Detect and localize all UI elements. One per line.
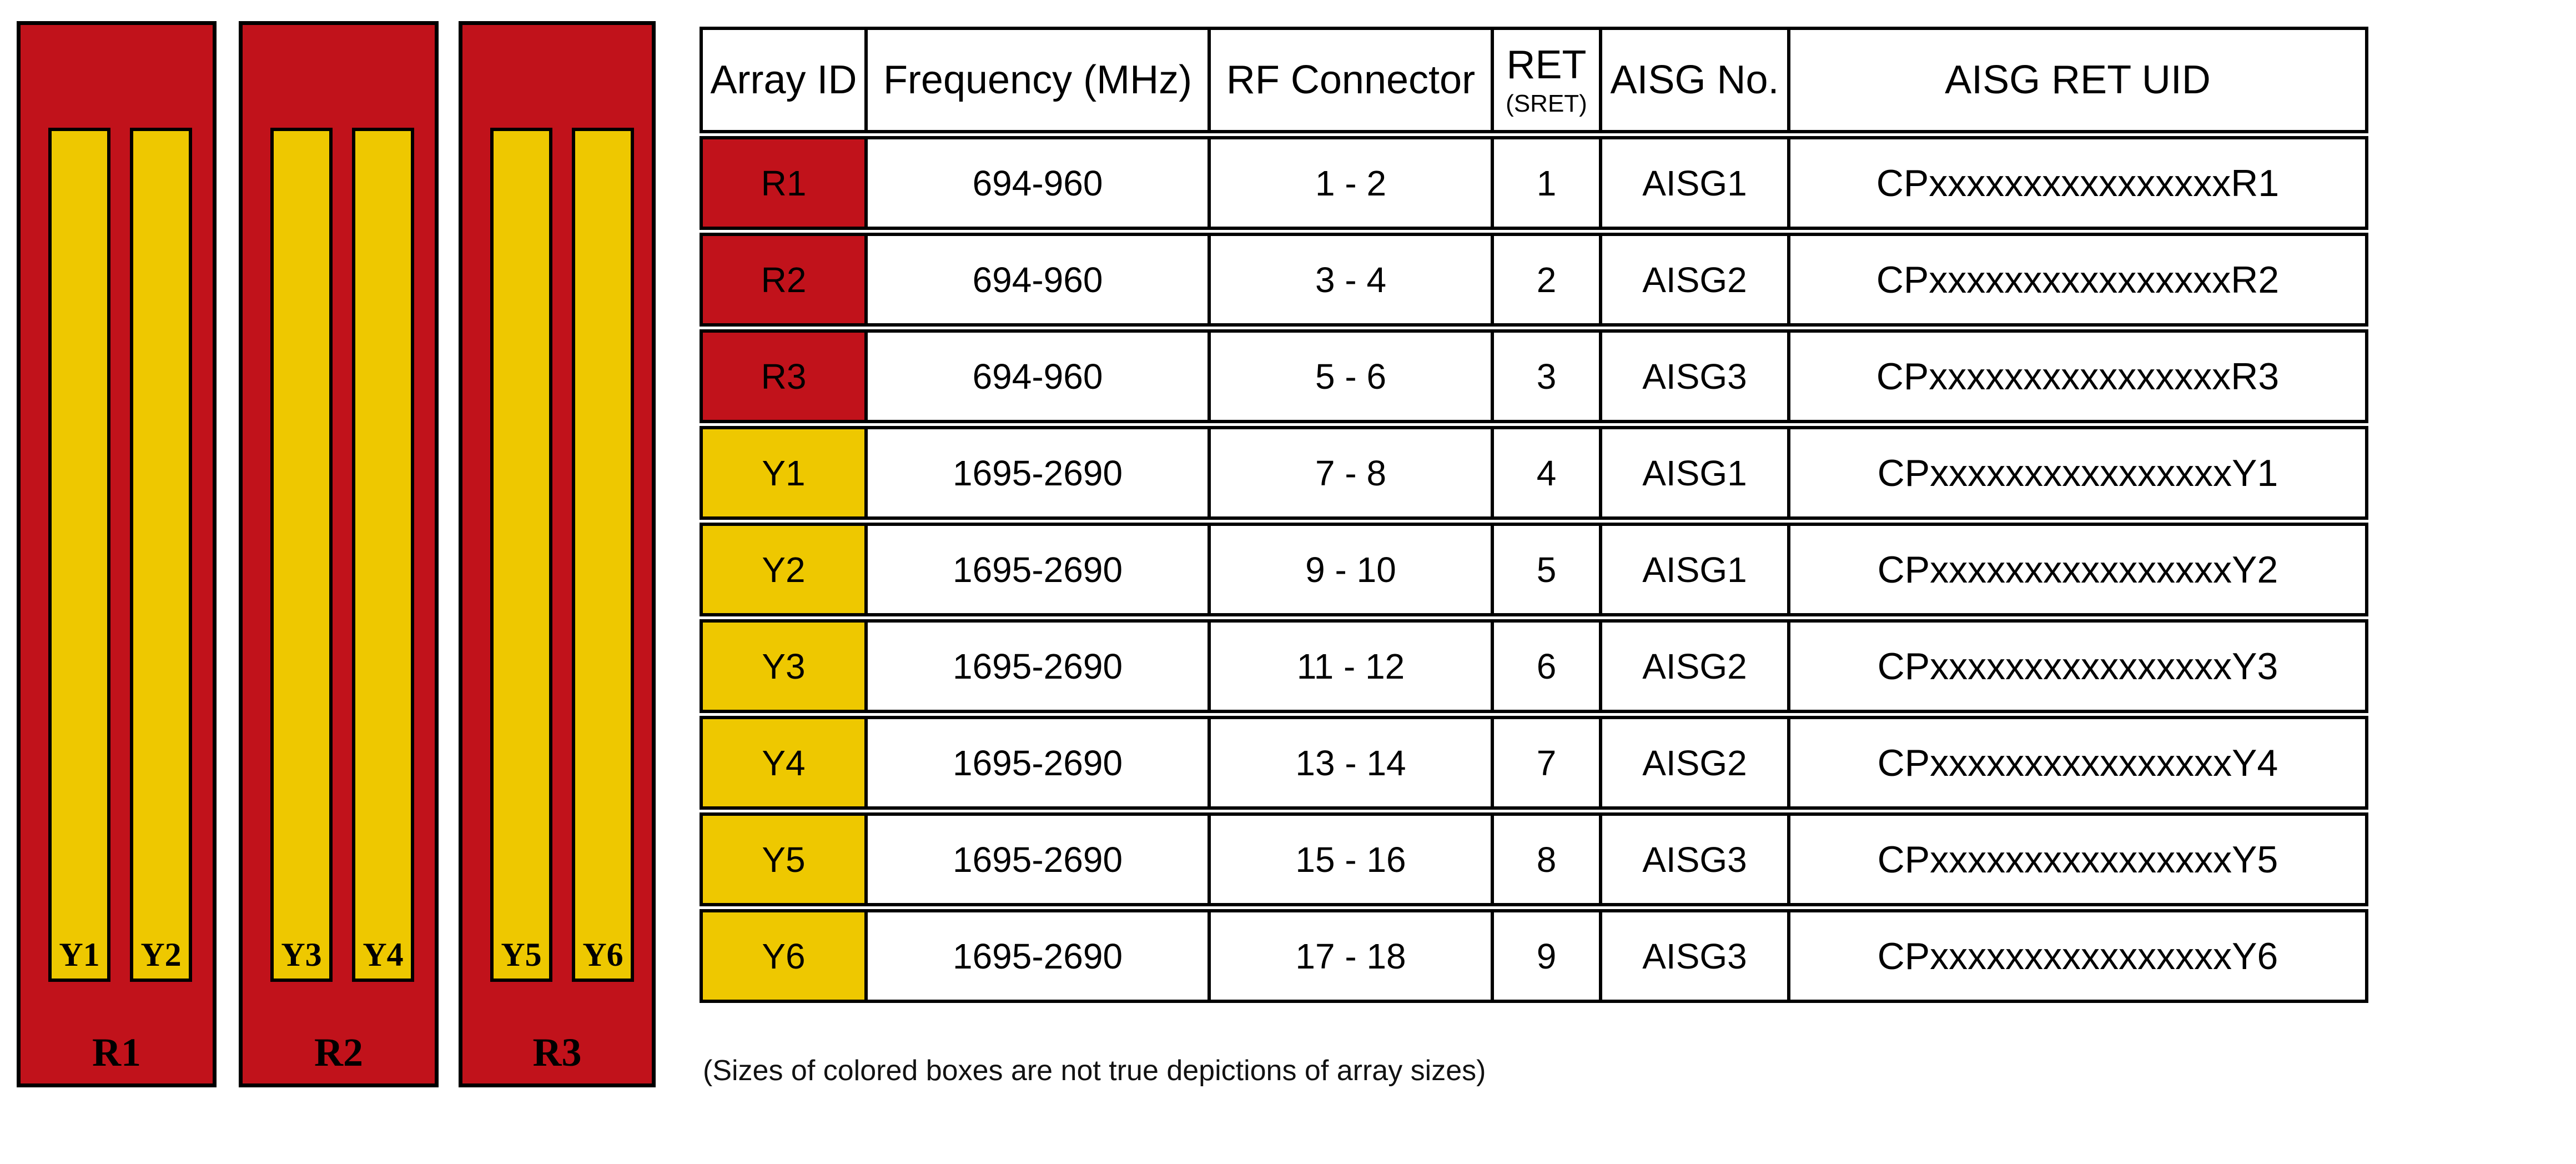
table-row-y2: Y2 1695-2690 9 - 10 5 AISG1 CPxxxxxxxxxx…: [700, 523, 2385, 616]
ret-cell: 1: [1491, 136, 1602, 230]
array-bar-label: Y5: [501, 936, 542, 973]
table-row-r1: R1 694-960 1 - 2 1 AISG1 CPxxxxxxxxxxxxx…: [700, 136, 2385, 230]
ret-cell: 3: [1491, 329, 1602, 423]
array-panel-label: R3: [532, 1030, 582, 1075]
header-ret-sub: (SRET): [1506, 90, 1587, 117]
yellow-array-bar-y2: Y2: [130, 128, 192, 982]
table-row-y6: Y6 1695-2690 17 - 18 9 AISG3 CPxxxxxxxxx…: [700, 909, 2385, 1003]
yellow-array-bar-y6: Y6: [572, 128, 634, 982]
aisg-ret-uid-cell: CPxxxxxxxxxxxxxxxxY3: [1787, 619, 2368, 713]
table-row-y4: Y4 1695-2690 13 - 14 7 AISG2 CPxxxxxxxxx…: [700, 716, 2385, 810]
red-array-panel-r3: Y5 Y6 R3: [459, 21, 656, 1087]
header-frequency: Frequency (MHz): [864, 27, 1211, 133]
array-id-cell: Y4: [700, 716, 868, 810]
array-bar-label: Y4: [363, 936, 404, 973]
header-ret-main: RET: [1506, 43, 1587, 87]
ret-cell: 5: [1491, 523, 1602, 616]
rf-connector-cell: 1 - 2: [1208, 136, 1494, 230]
header-ret: RET (SRET): [1491, 27, 1602, 133]
aisg-ret-uid-cell: CPxxxxxxxxxxxxxxxxY2: [1787, 523, 2368, 616]
rf-connector-cell: 3 - 4: [1208, 233, 1494, 327]
aisg-no-cell: AISG1: [1599, 426, 1790, 520]
frequency-cell: 694-960: [864, 136, 1211, 230]
aisg-no-cell: AISG3: [1599, 812, 1790, 906]
array-bar-label: Y2: [140, 936, 182, 973]
array-id-cell: Y3: [700, 619, 868, 713]
array-config-table: Array ID Frequency (MHz) RF Connector RE…: [700, 27, 2385, 1003]
ret-cell: 2: [1491, 233, 1602, 327]
size-disclaimer-note: (Sizes of colored boxes are not true dep…: [703, 1055, 1486, 1087]
ret-cell: 6: [1491, 619, 1602, 713]
frequency-cell: 1695-2690: [864, 909, 1211, 1003]
aisg-no-cell: AISG1: [1599, 523, 1790, 616]
yellow-array-bar-y5: Y5: [490, 128, 552, 982]
aisg-ret-uid-cell: CPxxxxxxxxxxxxxxxxR1: [1787, 136, 2368, 230]
rf-connector-cell: 11 - 12: [1208, 619, 1494, 713]
array-bar-label: Y3: [281, 936, 322, 973]
yellow-array-bar-y3: Y3: [270, 128, 333, 982]
ret-cell: 7: [1491, 716, 1602, 810]
yellow-array-bar-y1: Y1: [48, 128, 110, 982]
aisg-ret-uid-cell: CPxxxxxxxxxxxxxxxxR2: [1787, 233, 2368, 327]
header-rf-connector: RF Connector: [1208, 27, 1494, 133]
table-header-row: Array ID Frequency (MHz) RF Connector RE…: [700, 27, 2385, 133]
ret-cell: 4: [1491, 426, 1602, 520]
aisg-ret-uid-cell: CPxxxxxxxxxxxxxxxxY4: [1787, 716, 2368, 810]
array-id-cell: Y1: [700, 426, 868, 520]
frequency-cell: 1695-2690: [864, 426, 1211, 520]
red-array-panel-r2: Y3 Y4 R2: [239, 21, 439, 1087]
frequency-cell: 1695-2690: [864, 812, 1211, 906]
red-array-panel-r1: Y1 Y2 R1: [17, 21, 217, 1087]
array-id-cell: Y5: [700, 812, 868, 906]
table-row-y5: Y5 1695-2690 15 - 16 8 AISG3 CPxxxxxxxxx…: [700, 812, 2385, 906]
aisg-ret-uid-cell: CPxxxxxxxxxxxxxxxxY6: [1787, 909, 2368, 1003]
rf-connector-cell: 7 - 8: [1208, 426, 1494, 520]
array-id-cell: Y6: [700, 909, 868, 1003]
aisg-no-cell: AISG3: [1599, 909, 1790, 1003]
header-array-id: Array ID: [700, 27, 868, 133]
aisg-ret-uid-cell: CPxxxxxxxxxxxxxxxxY1: [1787, 426, 2368, 520]
rf-connector-cell: 9 - 10: [1208, 523, 1494, 616]
frequency-cell: 1695-2690: [864, 523, 1211, 616]
rf-connector-cell: 15 - 16: [1208, 812, 1494, 906]
header-aisg-no: AISG No.: [1599, 27, 1790, 133]
aisg-no-cell: AISG3: [1599, 329, 1790, 423]
ret-cell: 8: [1491, 812, 1602, 906]
ret-cell: 9: [1491, 909, 1602, 1003]
aisg-ret-uid-cell: CPxxxxxxxxxxxxxxxxY5: [1787, 812, 2368, 906]
table-row-r2: R2 694-960 3 - 4 2 AISG2 CPxxxxxxxxxxxxx…: [700, 233, 2385, 327]
aisg-ret-uid-cell: CPxxxxxxxxxxxxxxxxR3: [1787, 329, 2368, 423]
array-id-cell: R1: [700, 136, 868, 230]
frequency-cell: 1695-2690: [864, 716, 1211, 810]
array-id-cell: Y2: [700, 523, 868, 616]
aisg-no-cell: AISG2: [1599, 619, 1790, 713]
rf-connector-cell: 13 - 14: [1208, 716, 1494, 810]
frequency-cell: 1695-2690: [864, 619, 1211, 713]
array-bar-label: Y6: [582, 936, 623, 973]
header-aisg-ret-uid: AISG RET UID: [1787, 27, 2368, 133]
array-bar-label: Y1: [59, 936, 100, 973]
array-id-cell: R2: [700, 233, 868, 327]
table-row-y3: Y3 1695-2690 11 - 12 6 AISG2 CPxxxxxxxxx…: [700, 619, 2385, 713]
rf-connector-cell: 17 - 18: [1208, 909, 1494, 1003]
array-panel-label: R2: [314, 1030, 363, 1075]
rf-connector-cell: 5 - 6: [1208, 329, 1494, 423]
table-row-r3: R3 694-960 5 - 6 3 AISG3 CPxxxxxxxxxxxxx…: [700, 329, 2385, 423]
aisg-no-cell: AISG1: [1599, 136, 1790, 230]
array-panel-label: R1: [92, 1030, 141, 1075]
yellow-array-bar-y4: Y4: [352, 128, 414, 982]
array-id-cell: R3: [700, 329, 868, 423]
aisg-no-cell: AISG2: [1599, 233, 1790, 327]
table-row-y1: Y1 1695-2690 7 - 8 4 AISG1 CPxxxxxxxxxxx…: [700, 426, 2385, 520]
aisg-no-cell: AISG2: [1599, 716, 1790, 810]
frequency-cell: 694-960: [864, 329, 1211, 423]
frequency-cell: 694-960: [864, 233, 1211, 327]
